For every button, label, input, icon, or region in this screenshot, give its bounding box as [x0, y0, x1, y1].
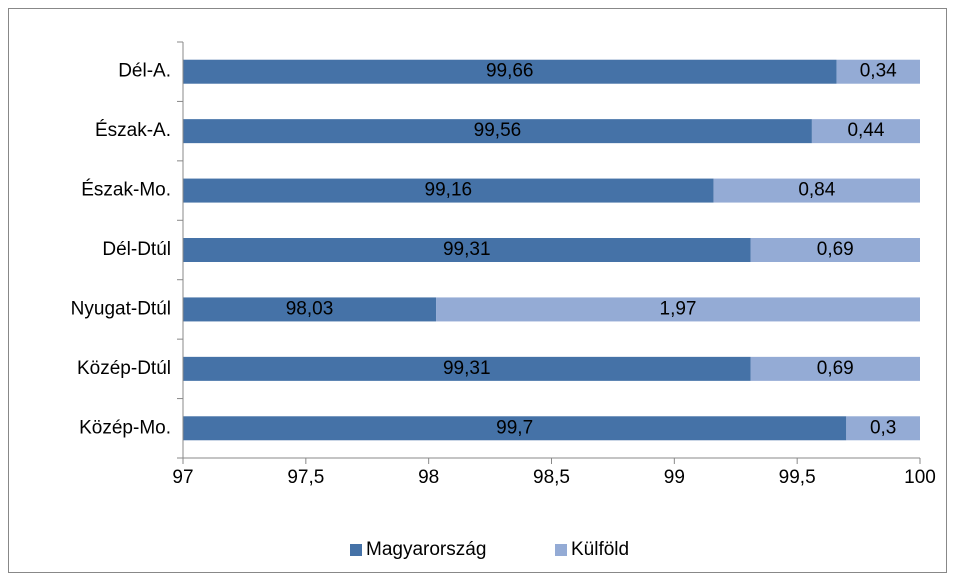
data-label: 98,03	[286, 298, 334, 319]
data-label: 0,69	[817, 239, 854, 260]
x-tick-label: 98,5	[533, 467, 570, 488]
data-label: 99,66	[486, 61, 534, 82]
bar-segment	[836, 59, 920, 84]
data-label: 0,69	[817, 358, 854, 379]
x-tick-label: 99	[664, 467, 685, 488]
data-label: 99,31	[443, 358, 491, 379]
data-label: 1,97	[660, 298, 697, 319]
bar-segment	[183, 238, 751, 262]
y-tick-label: Közép-Dtúl	[77, 358, 171, 379]
bar-segment	[846, 416, 920, 441]
bar-segment	[713, 178, 920, 203]
bar-segment	[183, 59, 837, 84]
y-tick-label: Dél-Dtúl	[102, 239, 171, 260]
legend-label: Magyarország	[366, 539, 486, 560]
legend-swatch	[350, 544, 362, 556]
y-tick-label: Dél-A.	[118, 61, 171, 82]
chart-border	[8, 8, 947, 573]
bar-segment	[183, 416, 847, 441]
bar-segment	[436, 297, 920, 322]
x-tick-label: 100	[904, 467, 936, 488]
bar-segment	[811, 119, 920, 144]
bar-segment	[183, 297, 437, 322]
x-tick-label: 99,5	[779, 467, 816, 488]
bar-segment	[750, 238, 920, 262]
data-label: 0,84	[798, 180, 835, 201]
x-tick-label: 97	[172, 467, 193, 488]
y-tick-label: Észak-A.	[95, 120, 171, 141]
bar-segment	[183, 178, 714, 203]
y-tick-label: Észak-Mo.	[81, 180, 171, 201]
x-tick-label: 97,5	[287, 467, 324, 488]
data-label: 0,3	[870, 417, 896, 438]
data-label: 99,7	[496, 417, 533, 438]
legend-label: Külföld	[571, 539, 629, 560]
data-label: 99,56	[474, 120, 522, 141]
bar-segment	[750, 356, 920, 381]
legend-swatch	[555, 544, 567, 556]
bar-segment	[183, 356, 751, 381]
data-label: 99,16	[425, 180, 473, 201]
y-tick-label: Nyugat-Dtúl	[71, 298, 171, 319]
data-label: 0,44	[847, 120, 884, 141]
data-label: 99,31	[443, 239, 491, 260]
data-label: 0,34	[860, 61, 897, 82]
bar-segment	[183, 119, 812, 144]
x-tick-label: 98	[418, 467, 439, 488]
y-tick-label: Közép-Mo.	[79, 417, 171, 438]
